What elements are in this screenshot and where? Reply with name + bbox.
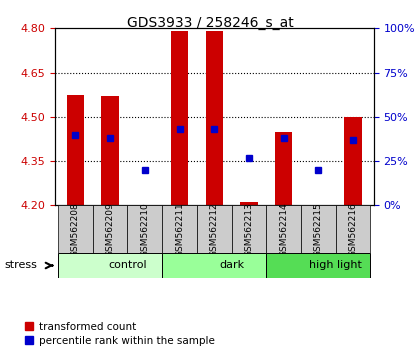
- Bar: [205, 31, 223, 205]
- Text: GSM562210: GSM562210: [140, 202, 149, 257]
- Bar: [171, 31, 188, 205]
- Bar: [67, 95, 84, 205]
- Text: GSM562209: GSM562209: [105, 202, 115, 257]
- Bar: [301, 205, 336, 253]
- Legend: transformed count, percentile rank within the sample: transformed count, percentile rank withi…: [21, 318, 219, 350]
- Bar: [275, 132, 292, 205]
- Text: high light: high light: [309, 261, 362, 270]
- Text: GSM562211: GSM562211: [175, 202, 184, 257]
- Bar: [102, 96, 119, 205]
- Text: GSM562214: GSM562214: [279, 202, 288, 257]
- Bar: [231, 205, 266, 253]
- Bar: [93, 205, 127, 253]
- Bar: [127, 205, 162, 253]
- Bar: [162, 253, 266, 278]
- Bar: [266, 253, 370, 278]
- Text: GSM562216: GSM562216: [349, 202, 357, 257]
- Text: control: control: [108, 261, 147, 270]
- Text: GSM562208: GSM562208: [71, 202, 80, 257]
- Text: GSM562213: GSM562213: [244, 202, 253, 257]
- Bar: [58, 253, 162, 278]
- Text: dark: dark: [219, 261, 244, 270]
- Bar: [344, 117, 362, 205]
- Bar: [336, 205, 370, 253]
- Bar: [266, 205, 301, 253]
- Text: GDS3933 / 258246_s_at: GDS3933 / 258246_s_at: [126, 16, 294, 30]
- Bar: [58, 205, 93, 253]
- Bar: [162, 205, 197, 253]
- Text: stress: stress: [4, 260, 37, 270]
- Bar: [240, 202, 257, 205]
- Bar: [197, 205, 231, 253]
- Text: GSM562212: GSM562212: [210, 202, 219, 257]
- Text: GSM562215: GSM562215: [314, 202, 323, 257]
